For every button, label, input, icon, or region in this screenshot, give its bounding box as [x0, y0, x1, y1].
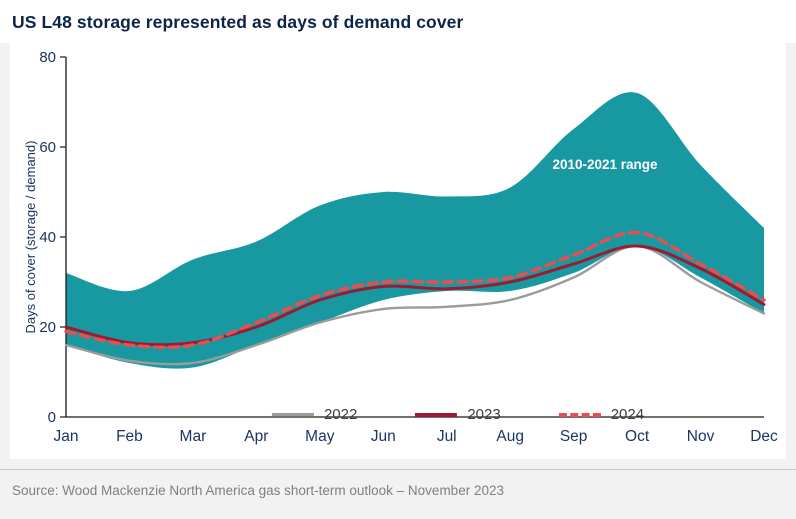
legend-item-2024: 2024 [558, 406, 645, 423]
legend-swatch-2023-icon [415, 412, 458, 417]
source-footer: Source: Wood Mackenzie North America gas… [0, 469, 796, 511]
x-tick-label: Jan [54, 428, 79, 445]
series-line-2024 [64, 230, 766, 349]
x-tick-label: Oct [625, 428, 650, 445]
x-tick-label: Mar [180, 428, 207, 445]
page-title: US L48 storage represented as days of de… [12, 12, 464, 32]
legend-label-2022: 2022 [323, 406, 358, 423]
series-lines [64, 230, 766, 366]
page-header: US L48 storage represented as days of de… [0, 0, 796, 43]
y-tick-label: 80 [39, 51, 56, 66]
axis-ticks: 0 20 40 60 80 Jan Feb Mar Apr May Jun Jul Aug Sep Oct N… [39, 51, 778, 445]
x-tick-label: Feb [116, 428, 143, 445]
legend-label-2023: 2023 [467, 406, 501, 423]
x-tick-label: Jul [437, 428, 457, 445]
storage-days-cover-chart: 0 20 40 60 80 Jan Feb Mar Apr May Jun Jul Aug Sep Oct N… [23, 51, 778, 445]
x-tick-label: May [305, 428, 335, 445]
x-tick-label: Nov [687, 428, 715, 445]
source-text: Source: Wood Mackenzie North America gas… [12, 483, 504, 498]
x-tick-label: Apr [244, 428, 268, 445]
series-line-2023 [64, 244, 766, 347]
band-range-label: 2010-2021 range [552, 157, 658, 172]
chart-legend: 2022 2023 2024 [271, 406, 645, 423]
legend-swatch-2024-icon [558, 412, 601, 417]
x-tick-label: Dec [750, 428, 778, 445]
x-tick-label: Aug [496, 428, 524, 445]
y-tick-label: 0 [48, 409, 56, 426]
legend-label-2024: 2024 [610, 406, 645, 423]
y-axis-title: Days of cover (storage / demand) [23, 141, 38, 334]
chart-card: 0 20 40 60 80 Jan Feb Mar Apr May Jun Jul Aug Sep Oct N… [10, 43, 786, 459]
x-tick-label: Sep [560, 428, 588, 445]
y-tick-label: 20 [39, 319, 56, 336]
y-tick-label: 40 [39, 229, 56, 246]
y-tick-label: 60 [39, 139, 56, 156]
legend-swatch-2022-icon [271, 413, 314, 416]
legend-item-2023: 2023 [415, 406, 501, 423]
x-tick-label: Jun [371, 428, 396, 445]
band-area-2010-2021 [66, 92, 764, 369]
legend-item-2022: 2022 [271, 406, 358, 423]
